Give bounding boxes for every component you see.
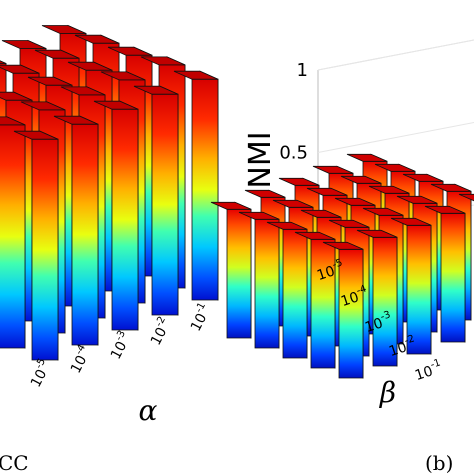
bar-beta-0-3	[424, 205, 466, 343]
bar-top-face	[0, 91, 33, 101]
bar-top-face	[424, 205, 466, 214]
bar-top-face	[100, 71, 146, 81]
bar-beta-2-0	[266, 221, 308, 359]
bar-top-face	[107, 46, 153, 56]
bar-top-face	[458, 193, 474, 202]
bar-top-face	[13, 130, 59, 140]
x-ticks-alpha: 10-5 10-4 10-3 10-2 10-1	[25, 301, 215, 390]
bar-alpha-0-4	[173, 70, 219, 301]
bar-top-face	[294, 231, 336, 240]
alpha-axis-label: α	[139, 394, 158, 427]
bar-top-face	[430, 183, 472, 192]
bar-top-face	[300, 209, 342, 218]
bar-top-face	[328, 219, 370, 228]
bar-top-face	[306, 187, 348, 196]
bar-front-face	[226, 208, 252, 339]
bar-top-face	[67, 61, 113, 71]
bar-top-face	[390, 217, 432, 226]
bar-front-face	[191, 78, 219, 301]
bar-top-face	[334, 197, 376, 206]
bar-top-face	[20, 101, 66, 111]
alpha-tick-4: 10-1	[185, 301, 215, 334]
bar-front-face	[310, 238, 336, 369]
bar-top-face	[346, 153, 388, 162]
alpha-tick-2: 10-3	[105, 329, 135, 362]
bar-top-face	[140, 56, 186, 66]
bar-beta-0-1	[356, 229, 398, 367]
beta-tick-1: 10-4	[338, 283, 370, 310]
bar-top-face	[266, 221, 308, 230]
bar-top-face	[396, 195, 438, 204]
bar-top-face	[278, 177, 320, 186]
y-ticks-beta: 10-510-410-310-210-1	[314, 257, 444, 384]
bar-top-face	[133, 85, 179, 95]
bar-top-face	[34, 49, 80, 59]
beta-tick-4: 10-1	[412, 357, 444, 384]
alpha-tick-1: 10-4	[65, 343, 95, 376]
bar-alpha-0-0	[13, 130, 59, 361]
bar-top-face	[173, 70, 219, 80]
bar-top-face	[374, 163, 416, 172]
bar-beta-4-0	[210, 201, 252, 339]
bar-top-face	[41, 25, 87, 34]
bar-top-face	[272, 199, 314, 208]
bars-beta	[210, 153, 474, 379]
beta-tick-2: 10-3	[362, 309, 394, 336]
bar-top-face	[74, 34, 120, 44]
bar-beta-1-0	[294, 231, 336, 369]
bar-front-face	[282, 228, 308, 359]
bar-front-face	[254, 218, 280, 349]
bar-top-face	[0, 116, 26, 126]
bar-top-face	[60, 86, 106, 96]
bar-top-face	[356, 229, 398, 238]
bar-alpha-0-2	[93, 100, 139, 331]
z-grid-line	[317, 39, 474, 71]
panel-beta: 00.51 NMI 10-510-410-310-210-1 β (b)	[210, 39, 474, 474]
bottom-left-text: CC	[0, 451, 29, 474]
bar-alpha-0-1	[53, 115, 99, 346]
bar-top-face	[402, 173, 444, 182]
bar-top-face	[93, 100, 139, 110]
bar-top-face	[368, 185, 410, 194]
bar-top-face	[340, 175, 382, 184]
bar-front-face	[31, 138, 59, 361]
beta-tick-0: 10-5	[314, 257, 346, 284]
bar-beta-0-4	[458, 193, 474, 202]
bar-front-face	[151, 93, 179, 316]
bar-top-face	[312, 165, 354, 174]
bar-top-face	[362, 207, 404, 216]
bar-top-face	[322, 241, 364, 250]
bar-beta-0-0	[322, 241, 364, 379]
bar-beta-3-0	[238, 211, 280, 349]
bar-beta-0-2	[390, 217, 432, 355]
bar-front-face	[71, 123, 99, 346]
z-grid-line	[317, 122, 474, 153]
bar-top-face	[53, 115, 99, 125]
bar-top-face	[1, 40, 47, 49]
panel-label-b: (b)	[425, 451, 453, 474]
bar-top-face	[238, 211, 280, 220]
bar-front-face	[338, 248, 364, 379]
bar-alpha-1-0	[0, 116, 26, 349]
beta-axis-label: β	[379, 376, 396, 409]
alpha-tick-0: 10-5	[25, 357, 55, 390]
bar-top-face	[244, 189, 286, 198]
z-tick-2: 1	[297, 60, 308, 81]
bar-top-face	[0, 64, 40, 74]
bar-top-face	[0, 60, 7, 64]
alpha-tick-3: 10-2	[145, 315, 175, 348]
beta-tick-3: 10-2	[386, 333, 418, 360]
bar-top-face	[27, 76, 73, 86]
panel-alpha: 10-5 10-4 10-3 10-2 10-1 α CC	[0, 24, 219, 474]
z-tick-1: 0.5	[279, 143, 308, 164]
bar-front-face	[111, 108, 139, 331]
bar-top-face	[210, 201, 252, 210]
bars-alpha	[0, 24, 219, 361]
nmi-axis-label: NMI	[243, 131, 278, 188]
bar-alpha-0-3	[133, 85, 179, 316]
bar-front-face	[440, 212, 466, 343]
bar-front-face	[0, 124, 26, 349]
